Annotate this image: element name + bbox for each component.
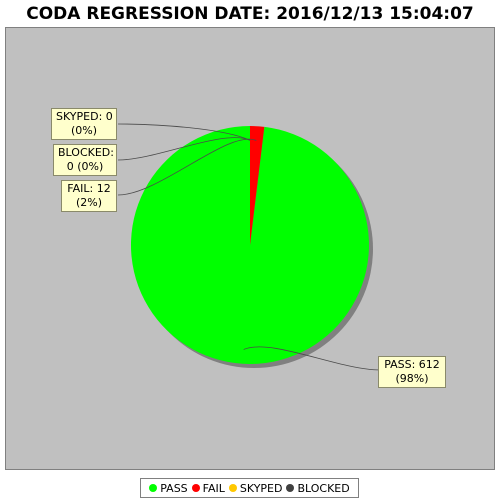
legend-swatch-pass: [149, 484, 158, 492]
leader-line-fail: [117, 138, 257, 196]
legend-label-blocked: BLOCKED: [297, 481, 350, 495]
legend-swatch-skyped: [228, 484, 237, 492]
slice-label-pass-count: PASS: 612: [384, 358, 440, 371]
slice-label-blocked-count: BLOCKED:: [58, 146, 114, 159]
chart-title: CODA REGRESSION DATE: 2016/12/13 15:04:0…: [26, 4, 474, 24]
legend-label-skyped: SKYPED: [239, 481, 283, 495]
slice-label-fail: FAIL: 12 (2%): [61, 180, 117, 212]
slice-label-blocked-percent: 0 (0%): [66, 160, 104, 173]
leader-line-blocked: [117, 137, 251, 161]
legend-item-skyped: SKYPED: [228, 481, 283, 495]
legend-item-pass: PASS: [149, 481, 188, 495]
slice-label-pass-percent: (98%): [395, 372, 429, 385]
legend-swatch-blocked: [286, 484, 295, 492]
slice-label-skyped-percent: (0%): [70, 124, 98, 137]
slice-label-blocked: BLOCKED: 0 (0%): [53, 144, 117, 176]
legend-item-blocked: BLOCKED: [286, 481, 350, 495]
legend-item-fail: FAIL: [191, 481, 225, 495]
slice-label-fail-percent: (2%): [75, 196, 103, 209]
slice-label-pass: PASS: 612 (98%): [378, 356, 446, 388]
legend-label-pass: PASS: [160, 481, 188, 495]
slice-label-fail-count: FAIL: 12: [67, 182, 111, 195]
pie-slice-fail: [250, 126, 265, 245]
slice-label-skyped: SKYPED: 0 (0%): [51, 108, 117, 140]
pie-slice-pass: [130, 125, 369, 364]
leader-line-skyped: [117, 123, 251, 141]
slice-label-skyped-count: SKYPED: 0: [56, 110, 113, 123]
leader-line-pass: [243, 346, 381, 371]
legend-label-fail: FAIL: [202, 481, 225, 495]
legend: PASS FAIL SKYPED BLOCKED: [140, 478, 359, 498]
legend-swatch-fail: [191, 484, 200, 492]
